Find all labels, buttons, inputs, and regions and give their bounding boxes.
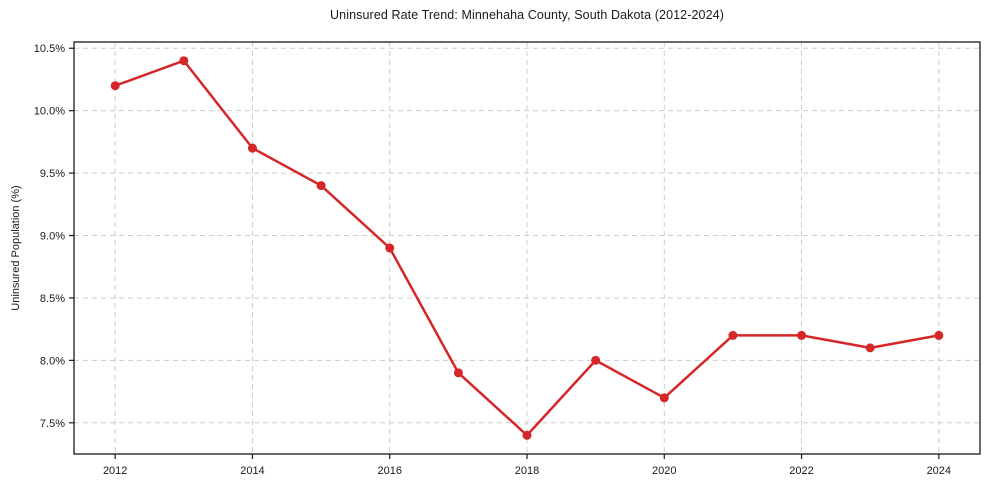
y-tick-label: 9.0%: [40, 231, 65, 243]
x-tick-label: 2024: [927, 465, 951, 477]
data-point: [385, 243, 395, 253]
data-point: [659, 393, 669, 403]
data-point: [316, 181, 326, 191]
data-point: [797, 330, 807, 340]
data-point: [934, 330, 944, 340]
y-tick-label: 10.5%: [34, 43, 65, 55]
data-point: [247, 143, 257, 153]
x-tick-label: 2016: [377, 465, 401, 477]
y-axis-label: Uninsured Population (%): [10, 185, 22, 311]
y-tick-label: 8.5%: [40, 293, 65, 305]
x-tick-label: 2022: [789, 465, 813, 477]
x-tick-label: 2014: [240, 465, 264, 477]
data-point: [591, 355, 601, 365]
plot-frame: [73, 41, 981, 455]
y-tick-label: 7.5%: [40, 418, 65, 430]
data-point: [179, 56, 189, 66]
y-tick-label: 10.0%: [34, 106, 65, 118]
data-point: [865, 343, 875, 353]
x-tick-label: 2020: [652, 465, 676, 477]
data-point: [728, 330, 738, 340]
y-tick-label: 8.0%: [40, 355, 65, 367]
chart-title: Uninsured Rate Trend: Minnehaha County, …: [330, 8, 724, 22]
y-tick-label: 9.5%: [40, 168, 65, 180]
x-tick-label: 2018: [515, 465, 539, 477]
data-point: [522, 430, 532, 440]
data-point: [453, 368, 463, 378]
x-tick-label: 2012: [103, 465, 127, 477]
data-point: [110, 81, 120, 91]
